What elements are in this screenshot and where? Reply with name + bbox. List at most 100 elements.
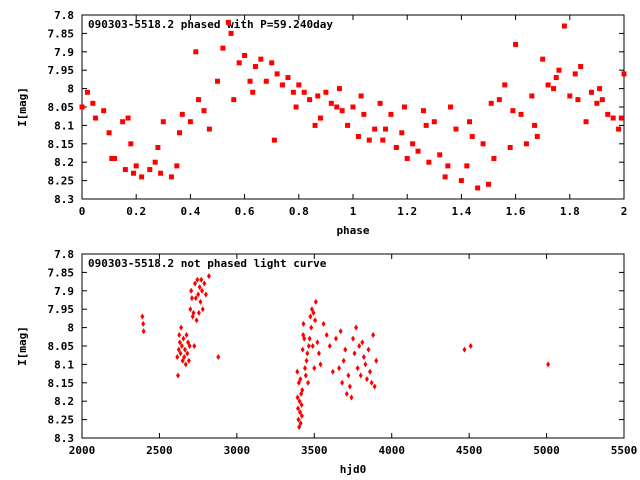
chart2-data-point [321,320,326,327]
chart2-data-point [203,291,208,298]
chart2-plot-frame [81,253,625,439]
chart2-data-point [179,324,184,331]
chart1-data-point [128,141,134,147]
chart2-data-point [310,343,315,349]
chart1-y-tick-label: 8.05 [48,101,75,114]
chart1-data-point [618,115,624,121]
chart1-data-point [507,144,513,150]
chart1-data-point [380,137,386,143]
chart2-x-tick-label: 4500 [456,444,483,457]
chart1-data-point [556,67,562,73]
chart1-data-point [467,119,473,125]
chart2-y-tick-label: 7.9 [54,285,74,298]
chart1-y-tick-label: 7.9 [54,46,74,59]
chart2-data-point [372,383,377,390]
chart1-data-point [410,141,416,147]
chart2-y-tick-label: 8.25 [48,414,75,427]
chart1-data-point [448,104,454,110]
chart2-data-point [196,291,201,298]
chart1-data-point [578,64,584,70]
chart1-x-tick-label: 0.6 [235,205,255,218]
chart2-data-point [307,335,312,342]
chart2-x-tick-label: 2500 [146,444,173,457]
chart2-data-point [364,376,369,383]
chart1-data-point [464,163,470,169]
chart1-data-point [152,159,158,165]
chart1-data-point [491,156,497,162]
chart1-data-point [383,126,389,132]
chart2-data-point [312,365,317,372]
chart1-data-point [206,126,212,132]
chart1-x-tick-label: 0.4 [180,205,200,218]
chart1-data-point [486,181,491,187]
chart1-data-point [445,163,451,169]
chart2-data-point [185,350,190,357]
chart2-data-point [302,335,307,342]
chart1-x-tick-label: 1 [350,205,357,218]
chart1-data-point [599,97,605,103]
chart1-data-point [252,64,258,70]
chart1-data-point [271,137,277,143]
chart2-data-point [305,350,310,357]
chart1-data-point [350,104,356,110]
chart1-data-point [147,167,153,173]
chart1-data-point [263,78,269,84]
chart2-data-point [298,376,303,383]
chart1-data-point [518,111,524,117]
chart2-data-point [309,324,314,331]
chart1-y-axis-label: I[mag] [16,87,29,127]
chart1-data-point [588,89,594,95]
chart1-data-point [285,75,291,81]
chart1-data-point [112,156,118,162]
chart2-data-point [181,335,186,342]
chart2-data-point [546,361,551,368]
chart2-data-point [177,339,182,346]
chart2-data-point [313,298,318,305]
chart2-data-point [184,331,189,338]
chart1-data-point [274,71,280,77]
chart1-data-point [228,30,234,36]
chart2-data-point [141,328,146,335]
chart1-data-point [109,156,115,162]
chart1-x-tick-label: 1.8 [560,205,580,218]
chart1-data-point [155,144,161,150]
chart2-x-tick-label: 4000 [378,444,405,457]
chart2-data-point [352,350,357,357]
chart2-data-point [306,343,311,349]
chart2-data-point [186,357,191,364]
chart2-data-point [206,273,211,280]
chart1-data-point [561,23,567,29]
chart2-data-point [193,280,198,287]
chart1-y-tick-label: 8.1 [54,119,74,132]
chart2-data-point [182,346,187,353]
chart1-data-point [366,137,372,143]
chart2-data-point [300,346,305,353]
chart2-data-point [141,320,146,327]
chart2-x-tick-label: 2000 [69,444,96,457]
chart1-data-point [358,93,364,99]
chart1-data-point [523,141,529,147]
chart2-data-point [351,335,355,342]
chart2-data-point [318,361,323,368]
chart1-data-point [458,178,464,184]
chart2-data-point [341,357,346,364]
chart2-data-point [306,379,311,386]
chart1-y-tick-label: 8 [67,83,74,96]
chart2-data-point [468,343,473,349]
chart1-data-point [323,89,329,95]
chart2-data-point [183,361,188,368]
chart1-data-point [401,104,407,110]
chart1-data-point [388,111,394,117]
chart2-data-point [344,390,349,397]
chart2-data-point [327,343,332,349]
chart1-data-point [510,108,516,114]
chart2-data-point [303,372,308,379]
chart1-data-point [120,119,126,125]
chart1-x-tick-label: 0.2 [126,205,146,218]
chart1-data-point [442,174,448,180]
chart1-data-point [328,100,334,106]
chart1-data-point [345,122,351,128]
chart2-x-tick-label: 5500 [611,444,638,457]
chart1-data-point [377,100,383,106]
